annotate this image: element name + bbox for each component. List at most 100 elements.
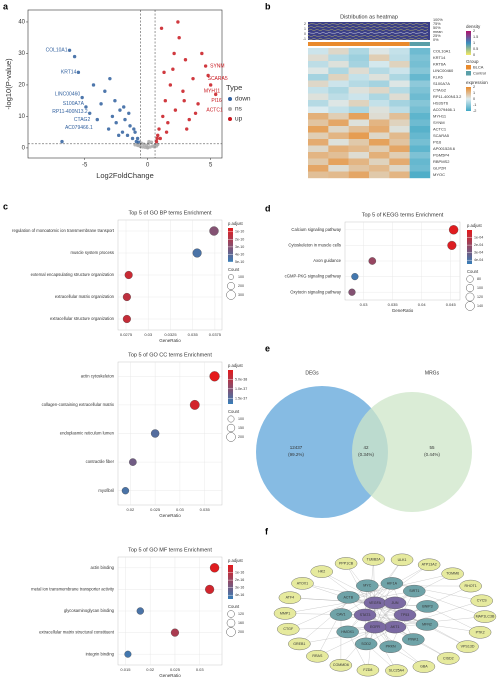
dist-y-tick-label: 0 xyxy=(304,32,306,36)
row-label: COL10A1 xyxy=(433,48,451,53)
dot xyxy=(209,563,220,573)
heatmap-cell xyxy=(328,67,349,75)
heatmap-cell xyxy=(389,171,410,179)
legend-title: density xyxy=(466,24,481,29)
heatmap-cell xyxy=(389,54,410,62)
node xyxy=(356,579,379,592)
node xyxy=(329,608,353,621)
dot xyxy=(448,225,459,235)
heatmap-cell xyxy=(369,139,390,146)
heatmap-cell xyxy=(328,152,349,159)
edge xyxy=(288,626,376,630)
category-label: Axon guidance xyxy=(313,258,341,263)
heatmap-cell xyxy=(389,74,410,81)
x-tick-label: 0.015 xyxy=(120,667,131,672)
heatmap-cell xyxy=(328,171,349,179)
heatmap-cell xyxy=(369,106,390,114)
category-label: Oxytocin signaling pathway xyxy=(290,289,342,294)
color-tick-label: 3e-16 xyxy=(235,586,244,590)
category-label: extracellular matrix organization xyxy=(55,294,115,299)
heatmap-cell xyxy=(348,48,370,55)
point xyxy=(145,146,150,150)
size-key xyxy=(227,415,235,423)
density-tick-label: 0 xyxy=(473,53,475,57)
dot xyxy=(124,650,132,658)
size-tick-label: 100 xyxy=(238,275,244,279)
point xyxy=(84,105,88,109)
dist-label: 100% xyxy=(433,18,443,22)
x-tick-label: 0.035 xyxy=(188,332,199,337)
gene-label: SYNM xyxy=(210,63,224,69)
heatmap-cell xyxy=(409,93,431,101)
heatmap-cell xyxy=(369,61,390,68)
dot xyxy=(189,400,200,410)
row-label: LINC00460 xyxy=(433,68,454,73)
edge xyxy=(288,583,392,630)
y-tick-label: 20 xyxy=(18,83,25,89)
heatmap-cell xyxy=(409,152,431,159)
row-label: SYNM xyxy=(433,120,445,125)
heatmap-cell xyxy=(308,165,329,172)
heatmap-cell xyxy=(328,93,349,101)
node xyxy=(385,664,408,677)
color-tick-label: 5.0e-38 xyxy=(235,377,247,381)
venn-set xyxy=(352,392,472,512)
heatmap-cell xyxy=(409,100,431,107)
point xyxy=(114,121,118,125)
dot xyxy=(150,429,160,438)
heatmap-cell xyxy=(308,54,329,62)
point xyxy=(103,89,107,93)
point xyxy=(161,114,165,119)
heatmap-cell xyxy=(308,100,329,107)
point xyxy=(140,145,145,149)
node-label: JUN xyxy=(392,601,399,605)
node xyxy=(291,577,314,590)
node xyxy=(334,557,358,570)
node-label: RRAS xyxy=(312,654,323,658)
row-label: RBPMS2 xyxy=(433,159,450,164)
edge xyxy=(340,564,430,615)
x-axis-label: Log2FoldChange xyxy=(96,171,154,180)
legend-swatch xyxy=(228,107,232,111)
heatmap-cell xyxy=(348,126,370,133)
heatmap-cell xyxy=(409,87,431,94)
node xyxy=(390,553,414,567)
dist-y-tick-label: 1 xyxy=(304,27,306,31)
point xyxy=(177,36,181,40)
heatmap-cell xyxy=(348,100,370,107)
heatmap-cell xyxy=(389,165,410,172)
heatmap-cell xyxy=(369,132,390,140)
point xyxy=(110,114,115,119)
color-tick-label: 4e-16 xyxy=(235,593,244,597)
heatmap-cell xyxy=(409,61,431,68)
heatmap-cell xyxy=(409,48,431,55)
category-label: contractile fiber xyxy=(86,459,115,464)
expression-tick-label: 2 xyxy=(473,85,475,89)
row-label: ACTC1 xyxy=(433,126,447,131)
node xyxy=(363,620,387,634)
expression-tick-label: -1 xyxy=(473,103,476,107)
edge xyxy=(289,597,376,604)
x-tick-label: 0.0275 xyxy=(120,332,133,337)
x-tick-label: 0.0375 xyxy=(209,332,222,337)
point xyxy=(117,133,121,138)
size-key xyxy=(226,618,236,628)
color-tick-label: 3e-10 xyxy=(235,245,244,249)
row-label: KRT14 xyxy=(433,55,446,60)
point xyxy=(154,144,159,148)
color-bar xyxy=(228,565,233,599)
point xyxy=(206,73,210,78)
heatmap-cell xyxy=(348,139,370,146)
heatmap-cell xyxy=(308,139,329,146)
point xyxy=(162,70,166,75)
node-label: TP53 xyxy=(401,613,410,617)
point xyxy=(173,108,178,112)
point xyxy=(88,111,92,115)
legend-title: p.adjust xyxy=(228,221,244,226)
category-label: glycosaminoglycan binding xyxy=(64,608,115,613)
category-label: external encapsulating structure organiz… xyxy=(31,272,115,277)
node-label: AKT1 xyxy=(391,625,400,629)
heatmap-cell xyxy=(409,139,431,146)
heatmap-cell xyxy=(389,132,410,140)
point xyxy=(120,130,125,134)
